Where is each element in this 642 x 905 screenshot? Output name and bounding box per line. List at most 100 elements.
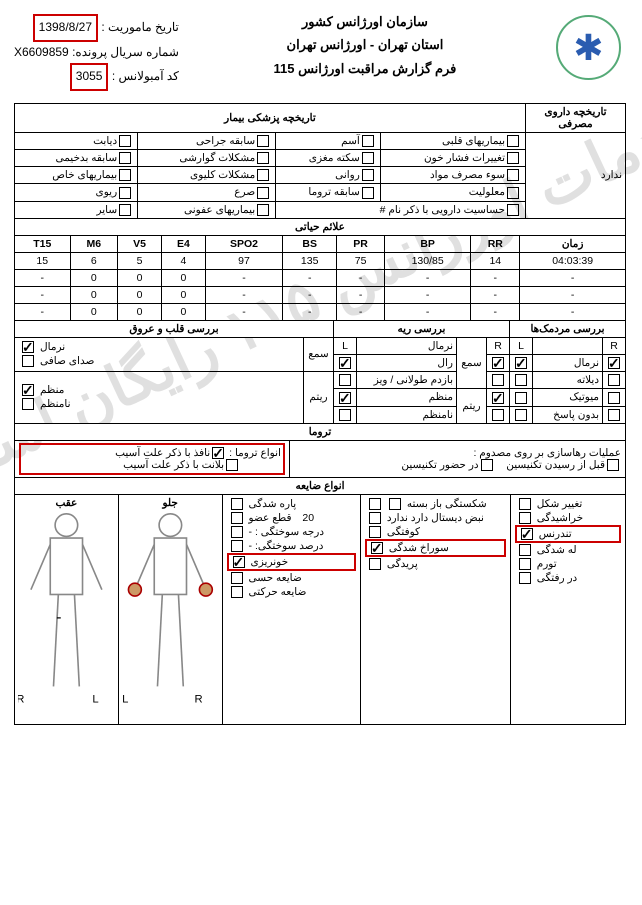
amb-code: 3055	[71, 63, 110, 91]
checkbox[interactable]	[258, 152, 270, 164]
lung-title: بررسی ریه	[335, 320, 511, 337]
checkbox[interactable]	[232, 512, 244, 524]
checkbox[interactable]	[120, 204, 132, 216]
mh-item: سکته مغزی	[310, 152, 361, 164]
vitals-cell: -	[338, 303, 386, 320]
checkbox[interactable]	[120, 187, 132, 199]
mh-item: تغییرات فشار خون	[425, 152, 506, 164]
inj-item: له شدگی	[538, 544, 578, 556]
checkbox[interactable]	[508, 152, 520, 164]
checkbox[interactable]	[520, 498, 532, 510]
ttype-label: انواع تروما :	[230, 447, 282, 459]
release-opt: قبل از رسیدن تکنیسین	[507, 459, 606, 471]
checkbox[interactable]	[609, 357, 621, 369]
inj-item: قطع عضو	[250, 512, 293, 524]
checkbox[interactable]	[516, 374, 528, 386]
checkbox[interactable]	[520, 544, 532, 556]
checkbox[interactable]	[340, 409, 352, 421]
checkbox[interactable]	[370, 526, 382, 538]
vitals-cell: 0	[162, 269, 206, 286]
inj-item: تندرنس	[540, 528, 573, 540]
checkbox[interactable]	[120, 135, 132, 147]
ttype-opt: بلانت با ذکر علت آسیب	[124, 459, 225, 471]
vitals-cell: -	[385, 269, 471, 286]
vitals-title: علائم حیاتی	[16, 218, 627, 235]
checkbox[interactable]	[258, 204, 270, 216]
checkbox[interactable]	[493, 357, 505, 369]
checkbox[interactable]	[520, 558, 532, 570]
checkbox[interactable]	[516, 357, 528, 369]
checkbox[interactable]	[340, 374, 352, 386]
checkbox[interactable]	[23, 398, 35, 410]
mh-item: سوء مصرف مواد	[431, 169, 506, 181]
checkbox[interactable]	[372, 542, 384, 554]
checkbox[interactable]	[232, 540, 244, 552]
checkbox[interactable]	[258, 169, 270, 181]
checkbox[interactable]	[232, 572, 244, 584]
checkbox[interactable]	[508, 135, 520, 147]
file-no: X6609859	[15, 45, 70, 59]
vitals-cell: -	[521, 286, 627, 303]
trauma-table: تروما عملیات رهاسازی بر روی مصدوم : قبل …	[15, 423, 627, 478]
checkbox[interactable]	[258, 187, 270, 199]
vitals-cell: -	[16, 303, 72, 320]
checkbox[interactable]	[232, 586, 244, 598]
checkbox[interactable]	[609, 374, 621, 386]
checkbox[interactable]	[363, 152, 375, 164]
checkbox[interactable]	[120, 152, 132, 164]
checkbox[interactable]	[609, 392, 621, 404]
checkbox[interactable]	[508, 187, 520, 199]
checkbox[interactable]	[482, 459, 494, 471]
checkbox[interactable]	[258, 135, 270, 147]
vitals-cell: -	[284, 269, 338, 286]
vitals-col: E4	[162, 235, 206, 252]
checkbox[interactable]	[363, 187, 375, 199]
checkbox[interactable]	[370, 558, 382, 570]
checkbox[interactable]	[340, 357, 352, 369]
checkbox[interactable]	[370, 498, 382, 510]
vitals-cell: -	[338, 286, 386, 303]
checkbox[interactable]	[493, 409, 505, 421]
vitals-cell: 0	[119, 303, 163, 320]
checkbox[interactable]	[340, 392, 352, 404]
lung-sama: سمع	[458, 337, 488, 388]
checkbox[interactable]	[363, 169, 375, 181]
checkbox[interactable]	[522, 528, 534, 540]
checkbox[interactable]	[520, 512, 532, 524]
checkbox[interactable]	[234, 556, 246, 568]
checkbox[interactable]	[516, 409, 528, 421]
vitals-cell: 0	[71, 303, 119, 320]
heart-row: نامنظم	[41, 398, 72, 410]
checkbox[interactable]	[493, 374, 505, 386]
checkbox[interactable]	[608, 459, 620, 471]
checkbox[interactable]	[120, 169, 132, 181]
checkbox[interactable]	[609, 409, 621, 421]
inj-item: ضایعه حرکتی	[250, 586, 308, 598]
back-label: عقب	[19, 497, 116, 509]
mh-item: ریوی	[97, 186, 119, 198]
checkbox[interactable]	[213, 447, 225, 459]
checkbox[interactable]	[227, 459, 239, 471]
vitals-cell: 6	[71, 252, 119, 269]
inj-item: کوفتگی	[388, 526, 421, 538]
checkbox[interactable]	[23, 355, 35, 367]
checkbox[interactable]	[23, 384, 35, 396]
checkbox[interactable]	[520, 572, 532, 584]
checkbox[interactable]	[516, 392, 528, 404]
vitals-cell: 15	[16, 252, 72, 269]
checkbox[interactable]	[23, 341, 35, 353]
checkbox[interactable]	[390, 498, 402, 510]
checkbox[interactable]	[370, 512, 382, 524]
org-name: سازمان اورژانس کشور	[180, 10, 552, 33]
checkbox[interactable]	[232, 498, 244, 510]
checkbox[interactable]	[508, 204, 520, 216]
checkbox[interactable]	[232, 526, 244, 538]
vitals-cell: 0	[119, 286, 163, 303]
vitals-col: V5	[119, 235, 163, 252]
mh-item: سابقه جراحی	[197, 135, 256, 147]
checkbox[interactable]	[363, 135, 375, 147]
inj-item: درصد سوختگی: -	[250, 540, 325, 552]
exam-table: بررسی مردمک‌ها بررسی ریه بررسی قلب و عرو…	[15, 320, 627, 424]
checkbox[interactable]	[508, 169, 520, 181]
checkbox[interactable]	[493, 392, 505, 404]
